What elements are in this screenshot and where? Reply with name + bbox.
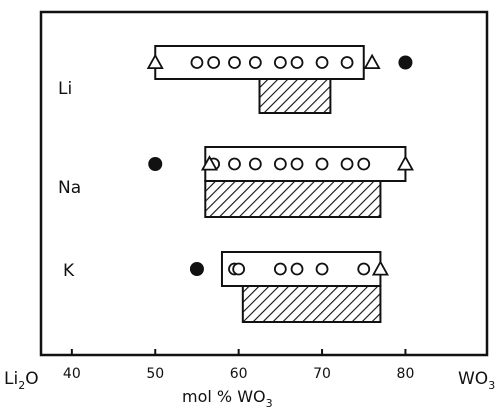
row-k-open-circle bbox=[273, 262, 287, 276]
row-k-open-circle bbox=[290, 262, 304, 276]
row-na-open-circle bbox=[228, 157, 241, 171]
row-li-open-circle bbox=[290, 56, 304, 69]
row-k-open-circle bbox=[232, 262, 246, 276]
row-li-triangle-marker bbox=[146, 53, 164, 69]
row-label-k: K bbox=[63, 261, 75, 281]
row-na-open-circle bbox=[340, 157, 354, 171]
row-label-na: Na bbox=[58, 178, 81, 198]
x-left-end-label: Li2O bbox=[4, 369, 39, 392]
row-na-open-circle bbox=[290, 157, 304, 171]
row-k-triangle-marker bbox=[371, 260, 389, 276]
row-na-open-circle bbox=[273, 157, 287, 171]
row-li-filled-circle bbox=[398, 55, 413, 70]
row-na-open-circle bbox=[315, 157, 329, 171]
row-li-hatched-bar bbox=[258, 78, 332, 114]
row-li-triangle-marker bbox=[363, 53, 381, 69]
plot-frame bbox=[39, 10, 489, 357]
chart-marks bbox=[146, 45, 414, 323]
row-na-open-circle bbox=[248, 157, 262, 171]
x-tick-label: 60 bbox=[230, 366, 248, 382]
row-na-triangle-marker bbox=[396, 155, 414, 171]
row-li-open-circle bbox=[340, 56, 354, 69]
row-li-open-circle bbox=[315, 56, 329, 69]
x-right-end-label: WO3 bbox=[458, 369, 495, 392]
x-tick-label: 80 bbox=[397, 366, 415, 382]
row-li-open-circle bbox=[207, 56, 221, 69]
x-axis-ticks: 40 50 60 70 80 bbox=[63, 349, 414, 382]
row-na-triangle-marker bbox=[200, 155, 218, 171]
x-tick-label: 70 bbox=[313, 366, 331, 382]
row-k-hatched-bar bbox=[241, 285, 382, 323]
row-label-li: Li bbox=[58, 79, 72, 99]
row-k-open-circle bbox=[357, 262, 371, 276]
row-na-hatched-bar bbox=[204, 180, 382, 218]
row-k-open-circle bbox=[315, 262, 329, 276]
row-k-filled-circle bbox=[189, 262, 204, 276]
row-li-open-circle bbox=[228, 56, 241, 69]
x-tick-label: 40 bbox=[63, 366, 81, 382]
row-li-open-circle bbox=[190, 56, 204, 69]
row-na-open-circle bbox=[357, 157, 371, 171]
x-axis-title: mol % WO3 bbox=[182, 387, 273, 408]
row-na-filled-circle bbox=[148, 157, 163, 171]
row-li-open-circle bbox=[248, 56, 262, 69]
row-li-open-circle bbox=[273, 56, 287, 69]
x-tick-label: 50 bbox=[146, 366, 164, 382]
